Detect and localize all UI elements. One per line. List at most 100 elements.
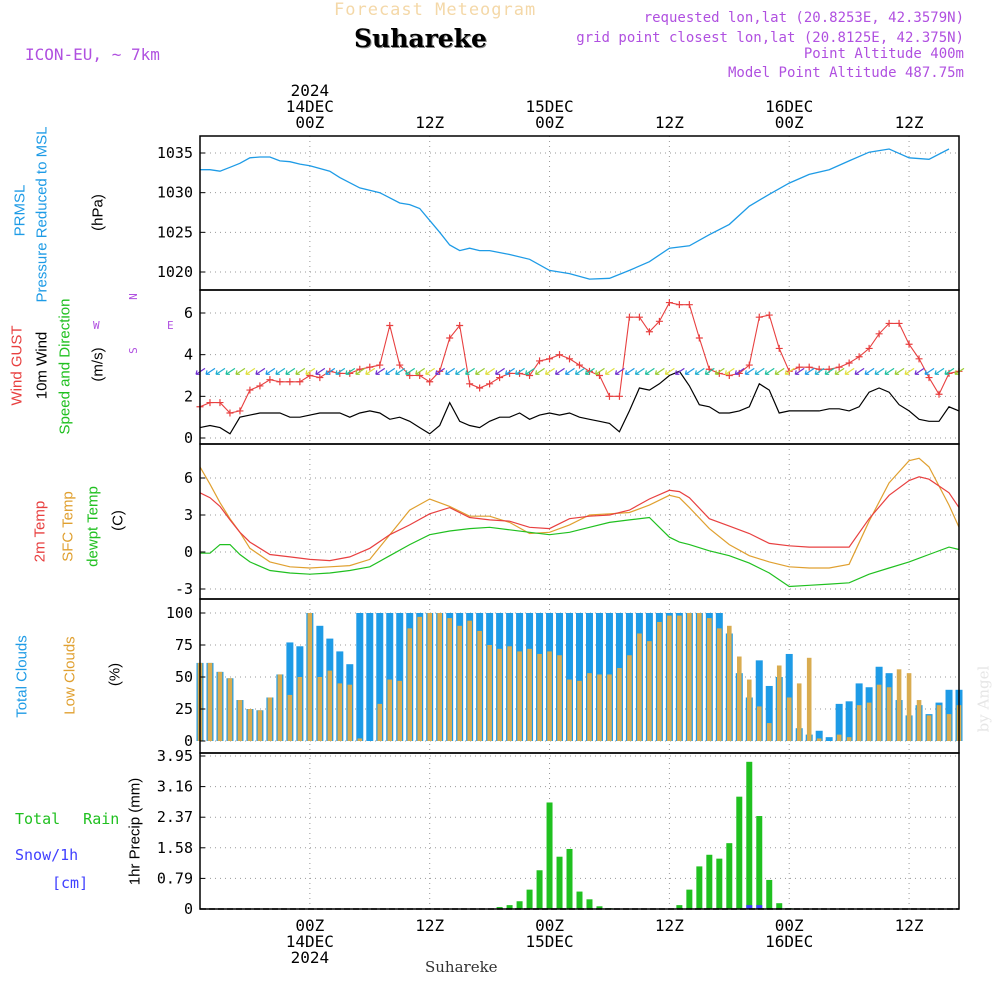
ytick-label-precip: 2.37 — [157, 808, 193, 826]
low-cloud-bar — [487, 645, 492, 741]
ytick-label-wind: 6 — [184, 304, 193, 322]
ytick-label-cloud: 0 — [184, 732, 193, 750]
wind-arrow — [884, 367, 895, 375]
wind-arrow — [455, 367, 465, 375]
low-cloud-bar — [667, 615, 672, 741]
wind-arrow — [934, 367, 945, 375]
ytick-label-temp: 3 — [184, 506, 193, 524]
wind-arrow — [874, 367, 885, 375]
wind-arrow — [594, 367, 605, 375]
ytick-label-pressure: 1035 — [157, 144, 193, 162]
ytick-label-wind: 0 — [184, 429, 193, 447]
chart-subtitle: Forecast Meteogram — [334, 0, 537, 20]
low-cloud-bar — [657, 621, 662, 741]
low-cloud-bar — [786, 697, 792, 741]
frame-layer — [199, 135, 960, 910]
compass-e: E — [167, 319, 174, 332]
low-cloud-bar — [437, 613, 442, 741]
gust-marker — [466, 380, 474, 388]
low-cloud-bar — [277, 674, 283, 741]
wind-arrow — [904, 367, 915, 375]
gust-marker — [286, 378, 294, 386]
sfc-temp-label: SFC Temp — [59, 491, 77, 562]
low-cloud-bar — [577, 680, 582, 741]
gust-marker — [885, 319, 893, 327]
low-cloud-bar — [447, 618, 452, 741]
wind-arrow — [834, 367, 845, 375]
low-cloud-bar — [297, 677, 303, 741]
bottom-time-label: 00Z — [775, 916, 804, 935]
rain-bar — [776, 903, 783, 909]
wind-arrow — [265, 367, 276, 375]
wind-arrow — [485, 367, 495, 375]
low-cloud-bar — [886, 687, 892, 741]
low-cloud-bar — [257, 710, 263, 741]
low-cloud-bar — [916, 700, 922, 741]
bottom-time-label: 12Z — [895, 916, 924, 935]
wind-gust-label: Wind GUST — [8, 325, 26, 406]
grid-layer — [200, 136, 959, 910]
gust-marker — [615, 392, 623, 400]
gust-marker — [695, 334, 703, 342]
top-time-label: 12Z — [655, 113, 684, 132]
top-time-label: 2024 — [291, 81, 330, 100]
wind-arrow — [465, 367, 475, 375]
rain-bar — [696, 866, 703, 909]
wind-arrow — [784, 367, 795, 375]
low-cloud-bar — [896, 669, 902, 741]
pressure-label-2: Pressure Reduced to MSL — [33, 126, 51, 303]
low-cloud-bar — [457, 625, 462, 741]
wind-arrow — [544, 367, 555, 375]
ytick-label-pressure: 1020 — [157, 263, 193, 281]
rain-bar — [726, 843, 733, 909]
gust-marker — [645, 328, 653, 336]
wind-arrow — [734, 367, 745, 375]
low-cloud-bar — [497, 648, 502, 741]
gust-marker — [296, 378, 304, 386]
tick-layer: 1020 1025 1030 1035 0 2 4 6 -3 0 3 6 0 25 50 75 100 0 0.79… — [157, 81, 924, 967]
gust-marker — [765, 311, 773, 319]
gust-marker — [925, 374, 933, 382]
sfc-temp-line — [199, 457, 960, 569]
gust-marker — [206, 399, 214, 407]
data-layer — [195, 148, 965, 910]
gust-marker — [316, 374, 324, 382]
compass-n: N — [126, 293, 140, 300]
snow-unit-label: [cm] — [52, 874, 89, 892]
wind-arrow — [804, 367, 815, 375]
low-cloud-bar — [687, 613, 692, 741]
total-cloud-bar — [366, 613, 374, 741]
gust-marker — [396, 361, 404, 369]
low-cloud-bar — [746, 679, 752, 741]
top-time-label: 00Z — [775, 113, 804, 132]
ytick-label-temp: -3 — [175, 580, 193, 598]
ytick-label-precip: 1.58 — [157, 839, 193, 857]
dewpt-line — [200, 516, 960, 588]
gust-marker — [755, 313, 763, 321]
temp-unit: (C) — [109, 510, 127, 531]
wind-arrow — [854, 367, 865, 375]
gust-marker — [266, 376, 274, 384]
ytick-label-temp: 6 — [184, 469, 193, 487]
gust-marker — [865, 344, 873, 352]
rain-bar — [576, 891, 583, 909]
wind-arrow — [355, 367, 366, 375]
wind-arrow — [794, 367, 805, 375]
low-cloud-bar — [467, 620, 472, 741]
wind-arrow — [524, 367, 535, 375]
gust-marker — [496, 374, 504, 382]
low-cloud-bar — [547, 651, 552, 741]
panel-frame-temp — [199, 443, 960, 600]
gust-marker — [556, 351, 564, 359]
ytick-label-precip: 0.79 — [157, 869, 193, 887]
low-cloud-bar — [317, 677, 323, 741]
wind-line — [199, 370, 960, 435]
gust-marker — [536, 357, 544, 365]
gust-marker — [935, 390, 943, 398]
ytick-label-cloud: 25 — [175, 700, 193, 718]
gust-marker — [805, 363, 813, 371]
chart-title: Suhareke — [354, 24, 487, 53]
low-cloud-bar — [337, 683, 343, 741]
wind-arrow — [325, 367, 336, 375]
wind-arrow — [654, 367, 665, 375]
